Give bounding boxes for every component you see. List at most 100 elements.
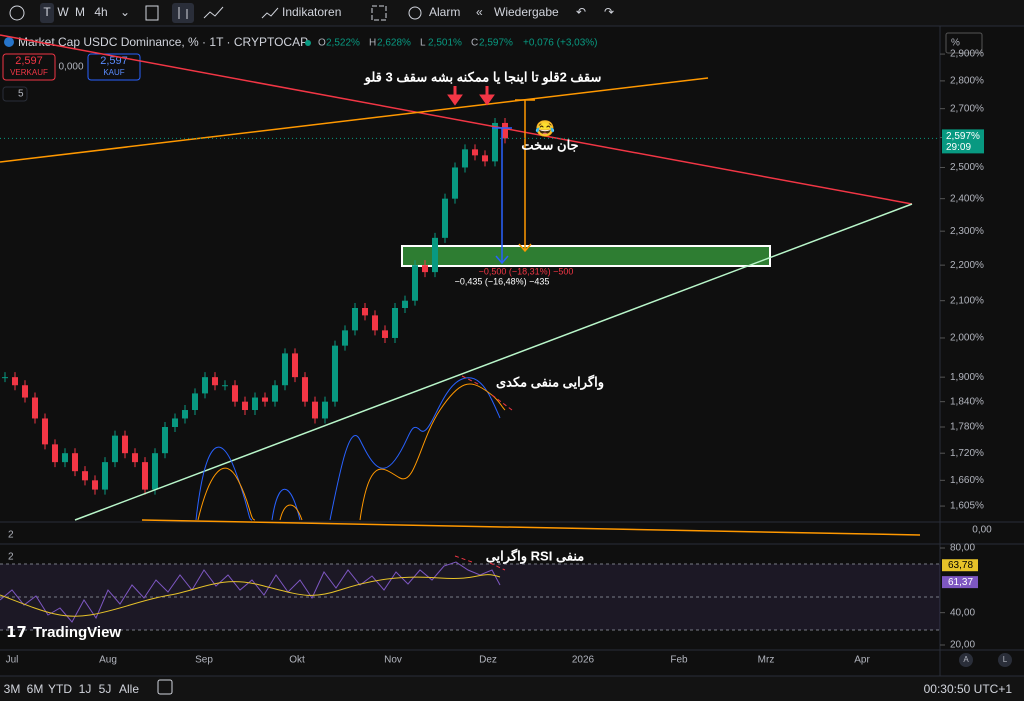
y-tick-label: 2,200% — [950, 260, 984, 271]
candle — [42, 418, 48, 445]
auto-button[interactable]: A — [963, 655, 969, 664]
x-tick-label: 2026 — [572, 655, 595, 666]
range-button[interactable]: 5J — [99, 682, 112, 696]
y-tick-label: 2,300% — [950, 226, 984, 237]
candle — [442, 198, 448, 238]
candle — [222, 385, 228, 387]
interval-button[interactable]: 4h — [94, 5, 107, 19]
candle — [252, 397, 258, 411]
trendline-support — [74, 203, 913, 521]
log-button[interactable]: L — [1003, 655, 1008, 664]
sell-label: VERKAUF — [10, 68, 48, 77]
candle — [182, 410, 188, 419]
candle — [402, 300, 408, 308]
x-tick-label: Apr — [854, 655, 870, 666]
scale-mode: % — [951, 38, 960, 49]
candle — [412, 265, 418, 301]
sell-button[interactable] — [2, 53, 56, 81]
ohlc-value: 2,597% — [479, 38, 513, 49]
candle — [382, 330, 388, 338]
interval-active — [40, 3, 54, 23]
indicator-icon — [261, 7, 279, 19]
rsi-tick-label: 40,00 — [950, 607, 975, 618]
candle-style-button[interactable] — [172, 3, 194, 23]
alert-button[interactable]: Alarm — [429, 5, 460, 19]
undo-button[interactable]: ↶ — [576, 5, 586, 19]
ohlc-label: H — [369, 38, 376, 49]
ohlc-label: O — [318, 38, 326, 49]
y-tick-label: 2,800% — [950, 76, 984, 87]
candle — [362, 307, 368, 316]
spread: 0,000 — [58, 62, 83, 73]
scale-mode-box[interactable] — [945, 32, 983, 54]
x-tick-label: Mrz — [758, 655, 775, 666]
x-tick-label: Aug — [99, 655, 117, 666]
replay-button[interactable]: Wiedergabe — [494, 5, 559, 19]
candle — [472, 149, 478, 156]
macd-signal — [197, 383, 506, 521]
candle — [202, 377, 208, 394]
candle — [452, 167, 458, 199]
macd-line — [195, 377, 501, 521]
candle — [32, 397, 38, 419]
candle — [462, 149, 468, 168]
candle — [332, 345, 338, 402]
add-symbol-button[interactable] — [9, 5, 25, 21]
last-price-box — [942, 129, 984, 154]
candle — [322, 401, 328, 419]
range-button[interactable]: 6M — [27, 682, 44, 696]
log-button-bg[interactable] — [998, 653, 1012, 667]
indicators-button[interactable]: Indikatoren — [282, 5, 341, 19]
candle — [372, 315, 378, 331]
rsi-value-label: 63,78 — [948, 560, 973, 571]
buy-button[interactable] — [87, 53, 141, 81]
replay-icon: « — [476, 5, 483, 19]
clock: 00:30:50 UTC+1 — [924, 682, 1013, 696]
x-tick-label: Feb — [670, 655, 688, 666]
range-button[interactable]: 3M — [4, 682, 21, 696]
measure-orange — [515, 99, 535, 253]
interval-button[interactable]: M — [75, 5, 85, 19]
symbol-title: Market Cap USDC Dominance, % · 1T · CRYP… — [18, 35, 308, 49]
last-price-label: 2,597% — [946, 131, 980, 142]
redo-button[interactable]: ↷ — [604, 5, 614, 19]
interval-button[interactable]: W — [57, 5, 69, 19]
ohlc-value: 2,628% — [377, 38, 411, 49]
candle — [502, 122, 508, 139]
candle — [22, 385, 28, 398]
range-button[interactable]: YTD — [48, 682, 72, 696]
ohlc-value: 2,501% — [428, 38, 462, 49]
indicator-toggle[interactable] — [2, 86, 28, 102]
auto-button-bg[interactable] — [959, 653, 973, 667]
candle — [352, 307, 358, 331]
x-tick-label: Dez — [479, 655, 497, 666]
indicator-count: 5 — [18, 89, 24, 100]
measure-orange-label: −0,500 (−18,31%) −500 — [479, 266, 574, 276]
y-tick-label: 2,500% — [950, 162, 984, 173]
layout-button[interactable] — [371, 5, 387, 21]
macd-divergence-line — [461, 375, 513, 411]
line-style-button[interactable] — [203, 6, 224, 19]
ohlc-value: 2,522% — [326, 38, 360, 49]
candle — [262, 397, 268, 402]
y-tick-label: 2,000% — [950, 333, 984, 344]
macd-divergence-note: واگرایی منفی مکدی — [496, 373, 604, 390]
rsi-ma — [0, 574, 501, 617]
date-range-button[interactable] — [157, 679, 173, 695]
y-tick-label: 1,780% — [950, 422, 984, 433]
range-button[interactable]: Alle — [119, 682, 139, 696]
rsi-pane-count: 2 — [8, 552, 14, 563]
candle — [102, 462, 108, 490]
bar-style-button[interactable] — [145, 5, 159, 21]
candle — [72, 453, 78, 472]
alert-icon — [408, 6, 422, 20]
candle — [292, 353, 298, 378]
measure-blue-label: −0,435 (−16,48%) −435 — [455, 276, 550, 286]
y-tick-label: 2,400% — [950, 193, 984, 204]
candle — [232, 385, 238, 402]
interval-button[interactable]: T — [43, 5, 51, 19]
trendline-lower — [141, 519, 921, 536]
dropdown-arrow[interactable]: ⌄ — [120, 5, 130, 19]
candle — [392, 307, 398, 338]
range-button[interactable]: 1J — [79, 682, 92, 696]
